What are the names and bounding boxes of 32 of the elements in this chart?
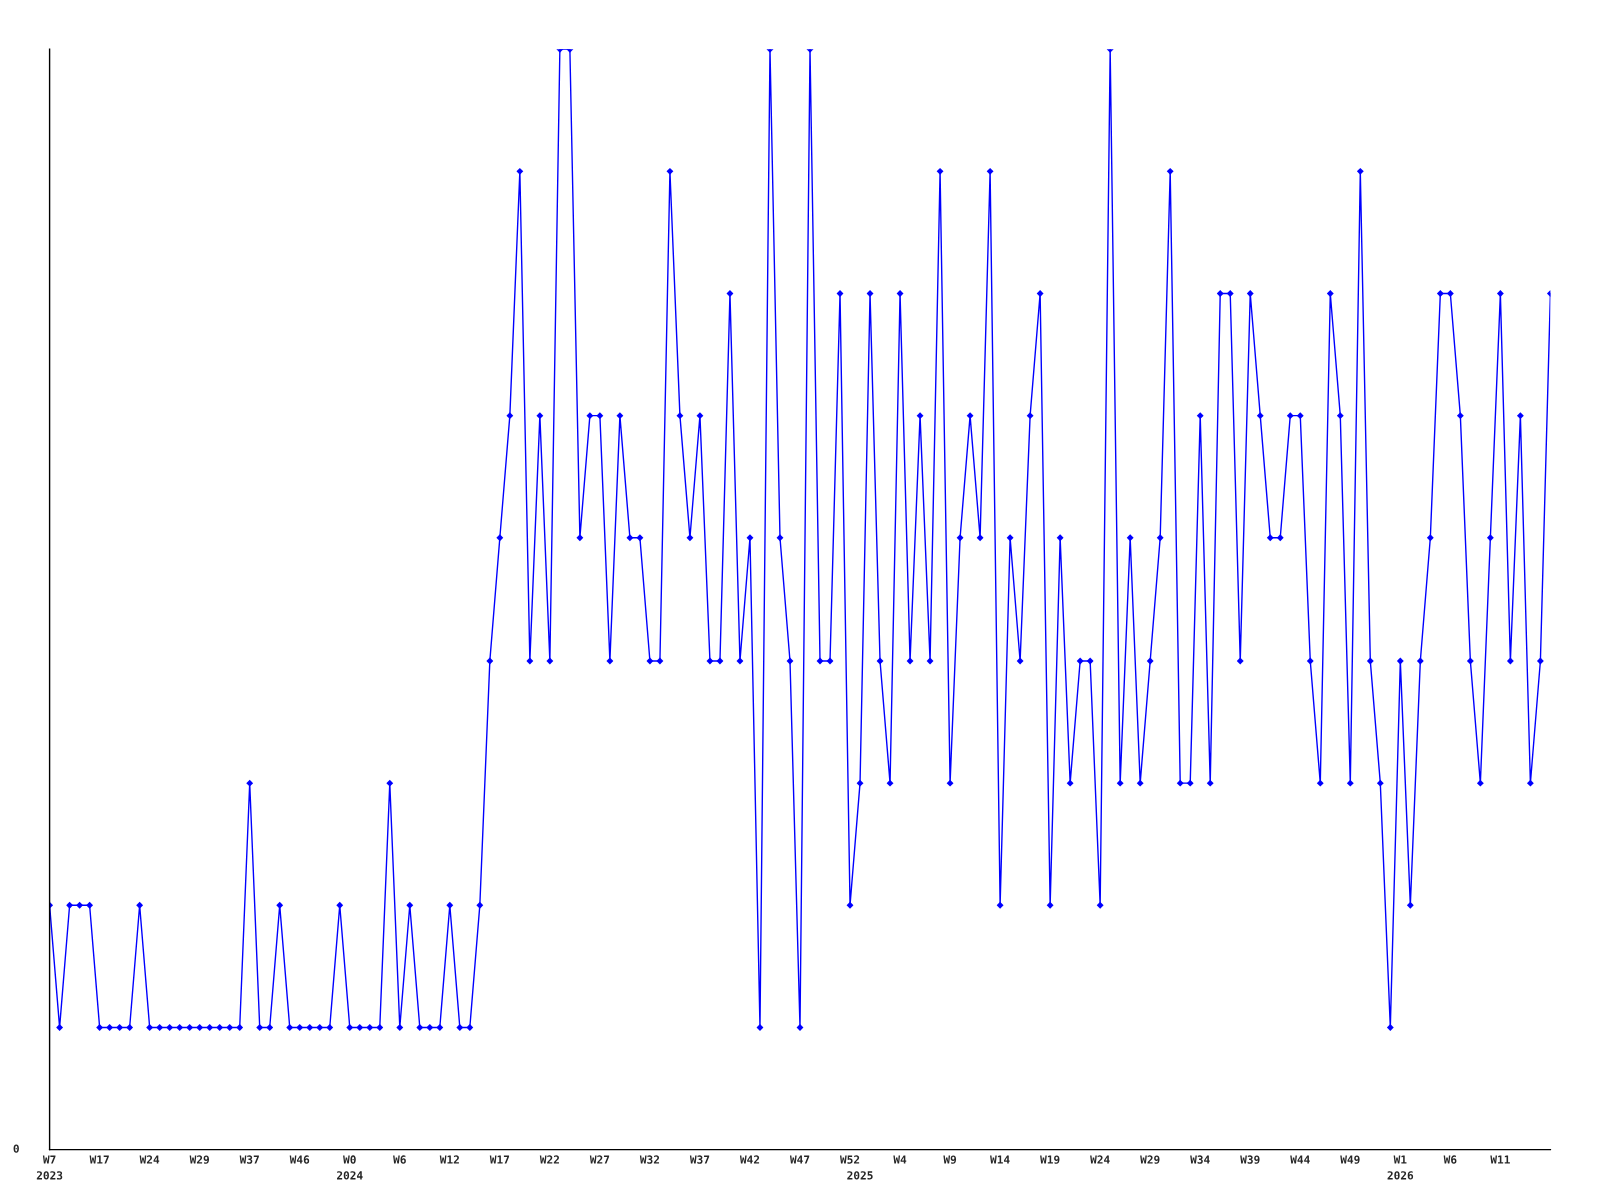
x-tick-label: W27 <box>589 1155 610 1164</box>
x-tick-label: W22 <box>539 1155 559 1164</box>
x-tick-label: W49 <box>1340 1155 1360 1164</box>
x-tick-label: W14 <box>990 1155 1010 1164</box>
x-tick-label: W44 <box>1290 1155 1310 1164</box>
x-tick-label: W37 <box>239 1155 259 1164</box>
x-tick-label: W17 <box>489 1155 510 1164</box>
x-tick-label: W39 <box>1240 1155 1260 1164</box>
x-tick-label: W47 <box>789 1155 810 1164</box>
x-tick-label: W29 <box>1140 1155 1160 1164</box>
x-tick-label: W7 2023 <box>36 1155 63 1180</box>
x-tick-label: W1 2026 <box>1387 1155 1414 1180</box>
x-tick-label: W17 <box>89 1155 109 1164</box>
x-tick-label: W24 <box>139 1155 160 1164</box>
x-tick-label: W0 2024 <box>337 1155 363 1180</box>
x-tick-label: W32 <box>639 1155 660 1164</box>
x-tick-label: W11 <box>1490 1155 1510 1164</box>
x-tick-label: W29 <box>189 1155 209 1164</box>
x-tick-label: W24 <box>1090 1155 1110 1164</box>
x-tick-label: W46 <box>289 1155 310 1164</box>
x-tick-label: W6 <box>393 1155 406 1164</box>
x-tick-label: 2025 <box>847 1171 873 1180</box>
x-tick-label: W6 <box>1443 1155 1457 1164</box>
text: 0 <box>13 1144 19 1153</box>
x-tick-label: W19 <box>1040 1155 1060 1164</box>
x-tick-label: W37 <box>689 1155 710 1164</box>
x-tick-label: W42 <box>739 1155 760 1164</box>
x-tick-label: W4 <box>893 1155 907 1164</box>
x-tick-label: W52 <box>839 1155 860 1164</box>
x-tick-label: W9 <box>943 1155 957 1164</box>
x-tick-label: W12 <box>439 1155 459 1164</box>
x-tick-label: W34 <box>1190 1155 1210 1164</box>
